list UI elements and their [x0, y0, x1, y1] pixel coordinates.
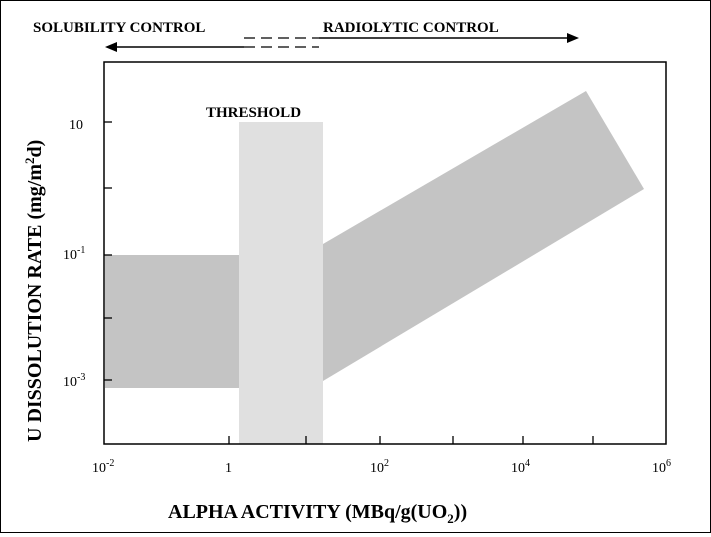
x-tick-marks [228, 436, 594, 444]
solubility-control-arrow [105, 42, 244, 52]
x-tick-label: 104 [511, 458, 530, 476]
y-tick-marks [104, 121, 112, 381]
x-axis-title: ALPHA ACTIVITY (MBq/g(UO2)) [168, 501, 467, 526]
x-tick-label: 10-2 [92, 458, 114, 476]
x-tick-label: 1 [225, 461, 232, 476]
y-tick-label: 10-1 [63, 245, 85, 263]
radiolytic-control-arrow [319, 33, 579, 43]
threshold-label: THRESHOLD [206, 105, 301, 121]
y-tick-label: 10-3 [63, 372, 85, 390]
transition-dashes [244, 37, 319, 48]
y-tick-label: 10 [69, 118, 83, 133]
x-tick-label: 106 [652, 458, 671, 476]
plot-area [103, 61, 667, 445]
dissolution-band [105, 91, 644, 388]
y-axis-title: U DISSOLUTION RATE (mg/m2d) [22, 140, 46, 442]
radiolytic-control-label: RADIOLYTIC CONTROL [323, 20, 499, 36]
x-tick-label: 102 [370, 458, 389, 476]
solubility-control-label: SOLUBILITY CONTROL [33, 20, 205, 36]
threshold-band [239, 122, 323, 444]
